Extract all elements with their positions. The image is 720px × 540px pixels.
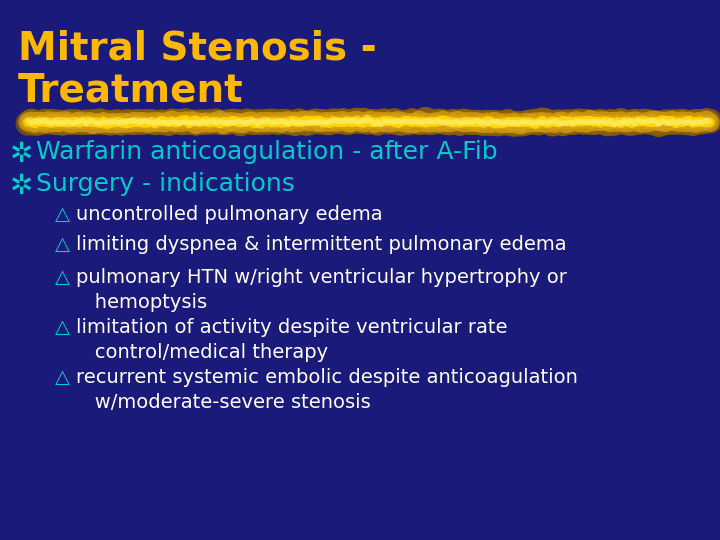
Text: ✲: ✲ (10, 172, 33, 200)
Text: △: △ (55, 235, 70, 254)
Text: uncontrolled pulmonary edema: uncontrolled pulmonary edema (76, 205, 382, 224)
Text: pulmonary HTN w/right ventricular hypertrophy or
   hemoptysis: pulmonary HTN w/right ventricular hypert… (76, 268, 567, 312)
Text: Mitral Stenosis -: Mitral Stenosis - (18, 30, 377, 68)
Text: limitation of activity despite ventricular rate
   control/medical therapy: limitation of activity despite ventricul… (76, 318, 508, 362)
Text: △: △ (55, 368, 70, 387)
Text: Treatment: Treatment (18, 72, 243, 110)
Text: Warfarin anticoagulation - after A-Fib: Warfarin anticoagulation - after A-Fib (36, 140, 498, 164)
Text: recurrent systemic embolic despite anticoagulation
   w/moderate-severe stenosis: recurrent systemic embolic despite antic… (76, 368, 578, 412)
Text: △: △ (55, 205, 70, 224)
Text: △: △ (55, 318, 70, 337)
Text: limiting dyspnea & intermittent pulmonary edema: limiting dyspnea & intermittent pulmonar… (76, 235, 567, 254)
Text: △: △ (55, 268, 70, 287)
Text: ✲: ✲ (10, 140, 33, 168)
Text: Surgery - indications: Surgery - indications (36, 172, 295, 196)
